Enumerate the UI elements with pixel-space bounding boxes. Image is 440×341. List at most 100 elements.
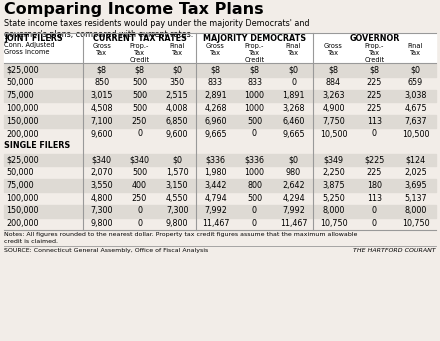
Text: 850: 850 [94,78,110,87]
Text: 3,695: 3,695 [404,181,427,190]
Text: 500: 500 [247,117,262,126]
Text: 980: 980 [286,168,301,177]
Text: $8: $8 [370,65,379,74]
Text: $25,000: $25,000 [6,65,39,74]
Text: 833: 833 [247,78,262,87]
Text: 4,900: 4,900 [322,104,345,113]
Text: 2,642: 2,642 [282,181,305,190]
Text: 4,508: 4,508 [91,104,113,113]
Text: 2,891: 2,891 [204,91,227,100]
Text: 0: 0 [291,78,296,87]
Text: 800: 800 [247,181,262,190]
Text: Gross
Tax: Gross Tax [206,43,225,56]
Text: Final
Tax: Final Tax [286,43,301,56]
Text: 10,750: 10,750 [402,219,429,228]
Text: 7,100: 7,100 [91,117,113,126]
Text: 5,250: 5,250 [322,193,345,203]
Text: 150,000: 150,000 [6,206,39,215]
Text: GOVERNOR: GOVERNOR [349,34,400,43]
Text: 10,500: 10,500 [402,130,429,138]
Text: 0: 0 [137,130,142,138]
Text: $349: $349 [323,155,344,164]
Text: $124: $124 [405,155,425,164]
Text: 4,008: 4,008 [166,104,188,113]
Text: $8: $8 [249,65,260,74]
Text: 0: 0 [137,219,142,228]
Text: 8,000: 8,000 [404,206,427,215]
Text: $340: $340 [129,155,150,164]
Text: 9,665: 9,665 [204,130,227,138]
Text: State income taxes residents would pay under the majority Democrats' and
governo: State income taxes residents would pay u… [4,19,309,39]
Text: 4,550: 4,550 [166,193,188,203]
Text: 350: 350 [169,78,185,87]
Text: 500: 500 [132,104,147,113]
Text: 500: 500 [132,168,147,177]
Text: $0: $0 [289,65,298,74]
Text: 11,467: 11,467 [280,219,307,228]
Text: 1,570: 1,570 [166,168,188,177]
Text: $340: $340 [92,155,112,164]
Text: 75,000: 75,000 [6,181,33,190]
Text: 0: 0 [372,219,377,228]
Text: $0: $0 [289,155,298,164]
Text: $8: $8 [97,65,107,74]
Text: 7,637: 7,637 [404,117,427,126]
Text: 9,600: 9,600 [166,130,188,138]
Text: Gross
Tax: Gross Tax [324,43,343,56]
Text: $8: $8 [135,65,144,74]
Text: $0: $0 [172,65,182,74]
Text: 884: 884 [326,78,341,87]
Bar [4,115,436,128]
Text: 0: 0 [252,206,257,215]
Text: $25,000: $25,000 [6,155,39,164]
Text: 50,000: 50,000 [6,78,33,87]
Bar [4,64,436,77]
Text: 6,460: 6,460 [282,117,304,126]
Text: CURRENT TAX RATES: CURRENT TAX RATES [92,34,187,43]
Text: $0: $0 [172,155,182,164]
Text: 150,000: 150,000 [6,117,39,126]
Bar [4,153,436,166]
Text: 1,980: 1,980 [204,168,227,177]
Bar [4,33,436,63]
Text: 11,467: 11,467 [202,219,229,228]
Text: Final
Tax: Final Tax [169,43,185,56]
Text: 3,263: 3,263 [322,91,345,100]
Text: SINGLE FILERS: SINGLE FILERS [4,141,70,150]
Text: 500: 500 [132,78,147,87]
Text: 833: 833 [208,78,223,87]
Text: Conn. Adjusted
Gross income: Conn. Adjusted Gross income [4,42,55,55]
Text: 100,000: 100,000 [6,193,38,203]
Text: 75,000: 75,000 [6,91,33,100]
Text: 7,992: 7,992 [204,206,227,215]
Text: $8: $8 [210,65,220,74]
Text: Prop.-
Tax
Credit: Prop.- Tax Credit [364,43,385,62]
Text: 2,515: 2,515 [166,91,189,100]
Text: 4,294: 4,294 [282,193,305,203]
Text: 3,875: 3,875 [322,181,345,190]
Text: $336: $336 [205,155,225,164]
Text: 3,150: 3,150 [166,181,188,190]
Text: 250: 250 [132,117,147,126]
Text: 9,800: 9,800 [166,219,188,228]
Text: 1000: 1000 [245,91,264,100]
Text: 3,550: 3,550 [91,181,113,190]
Text: JOINT FILERS: JOINT FILERS [4,34,63,43]
Text: SOURCE: Connecticut General Assembly, Office of Fiscal Analysis: SOURCE: Connecticut General Assembly, Of… [4,248,208,253]
Text: 225: 225 [367,91,382,100]
Text: Gross
Tax: Gross Tax [92,43,111,56]
Text: 200,000: 200,000 [6,130,39,138]
Text: $225: $225 [364,155,385,164]
Text: 113: 113 [367,193,382,203]
Text: 0: 0 [252,130,257,138]
Text: 10,750: 10,750 [320,219,347,228]
Text: 50,000: 50,000 [6,168,33,177]
Text: 500: 500 [132,91,147,100]
Text: Final
Tax: Final Tax [408,43,423,56]
Text: 250: 250 [132,193,147,203]
Text: 5,137: 5,137 [404,193,427,203]
Text: 0: 0 [372,206,377,215]
Text: 7,300: 7,300 [91,206,113,215]
Text: 6,850: 6,850 [166,117,188,126]
Text: Comparing Income Tax Plans: Comparing Income Tax Plans [4,2,264,17]
